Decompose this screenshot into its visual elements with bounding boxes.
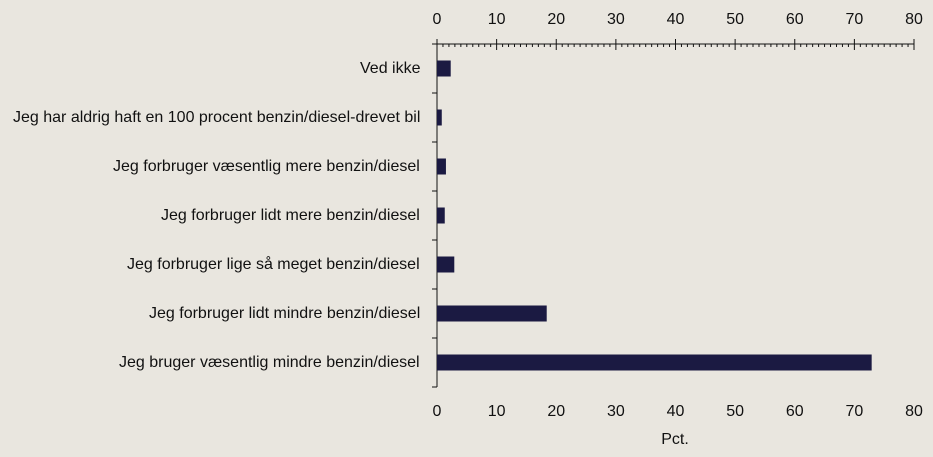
- bar: [437, 305, 547, 322]
- bar: [437, 256, 455, 273]
- x-tick-label-bottom: 10: [488, 403, 506, 420]
- x-tick-label-bottom: 30: [607, 403, 625, 420]
- x-tick-label-top: 30: [607, 11, 625, 28]
- x-tick-label-top: 80: [905, 11, 923, 28]
- category-label: Jeg bruger væsentlig mindre benzin/diese…: [119, 353, 420, 371]
- bar: [437, 207, 445, 224]
- category-label: Jeg forbruger lidt mindre benzin/diesel: [149, 304, 421, 322]
- x-tick-label-bottom: 20: [547, 403, 565, 420]
- x-tick-label-top: 10: [488, 11, 506, 28]
- x-tick-label-top: 50: [726, 11, 744, 28]
- x-tick-label-top: 70: [845, 11, 863, 28]
- x-tick-label-bottom: 50: [726, 403, 744, 420]
- category-label: Jeg forbruger lige så meget benzin/diese…: [127, 255, 420, 273]
- x-tick-label-top: 0: [433, 11, 442, 28]
- x-tick-label-top: 40: [667, 11, 685, 28]
- bar: [437, 158, 446, 175]
- x-tick-label-bottom: 60: [786, 403, 804, 420]
- x-tick-label-bottom: 40: [667, 403, 685, 420]
- x-tick-label-top: 20: [547, 11, 565, 28]
- category-label: Jeg forbruger væsentlig mere benzin/dies…: [113, 157, 420, 175]
- category-label: Jeg forbruger lidt mere benzin/diesel: [161, 206, 420, 224]
- x-tick-label-bottom: 0: [433, 403, 442, 420]
- bar: [437, 60, 451, 77]
- x-axis-label: Pct.: [661, 431, 689, 448]
- x-tick-label-bottom: 70: [845, 403, 863, 420]
- category-label: Jeg har aldrig haft en 100 procent benzi…: [13, 108, 421, 126]
- bar: [437, 354, 872, 371]
- bar: [437, 109, 442, 126]
- category-label: Ved ikke: [360, 59, 421, 77]
- x-tick-label-bottom: 80: [905, 403, 923, 420]
- x-tick-label-top: 60: [786, 11, 804, 28]
